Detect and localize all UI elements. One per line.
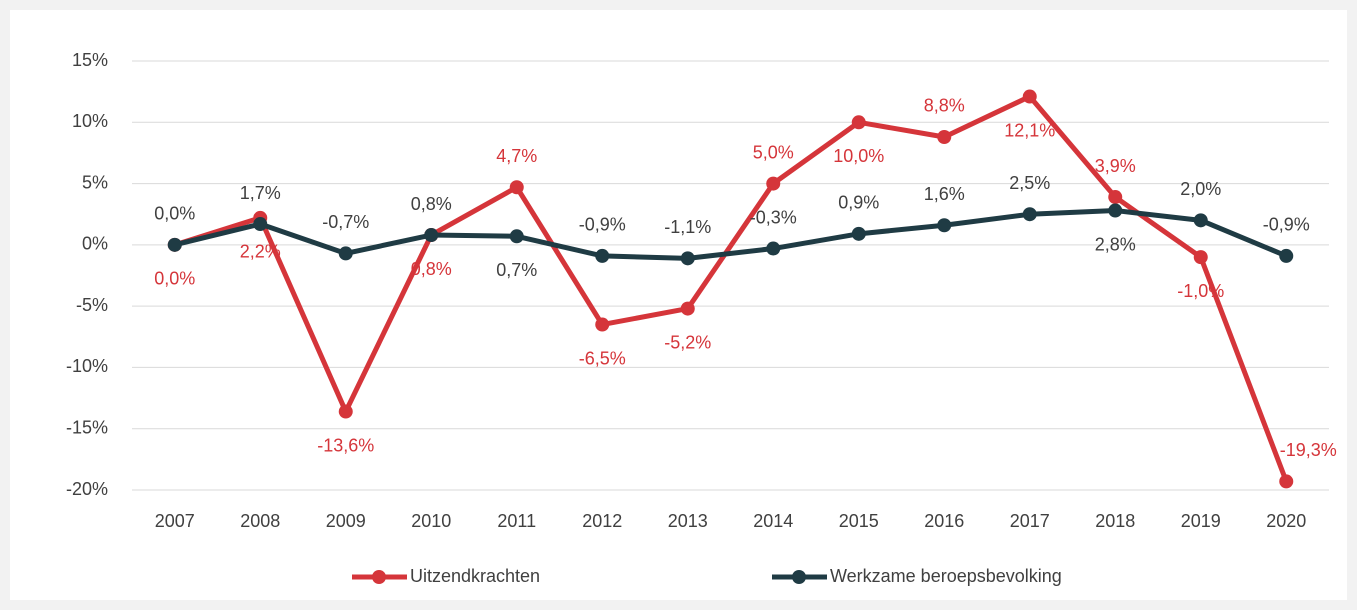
data-point [595, 317, 610, 332]
data-label: 2,8% [1095, 234, 1136, 254]
data-label: 5,0% [753, 142, 794, 162]
data-point [253, 217, 268, 232]
series-line [173, 94, 1289, 483]
data-label: -1,1% [664, 217, 711, 237]
data-label: 0,8% [411, 194, 452, 214]
data-label: 0,7% [496, 260, 537, 280]
data-point [1022, 207, 1037, 222]
data-label: 0,0% [154, 204, 195, 224]
legend-label: Werkzame beroepsbevolking [830, 566, 1062, 586]
data-point [509, 229, 524, 244]
data-point [509, 180, 524, 195]
legend-marker [372, 570, 386, 584]
chart-background [10, 10, 1347, 600]
data-point [1193, 213, 1208, 228]
data-point [167, 237, 182, 252]
data-point [937, 218, 952, 233]
data-label: -0,3% [750, 207, 797, 227]
data-label: 1,6% [924, 184, 965, 204]
data-label: 3,9% [1095, 156, 1136, 176]
data-point [1193, 250, 1208, 265]
data-label: -6,5% [579, 348, 626, 368]
data-point [851, 115, 866, 130]
data-label: 2,2% [240, 242, 281, 262]
data-label: -0,7% [322, 212, 369, 232]
data-label: -1,0% [1177, 281, 1224, 301]
data-point [338, 404, 353, 419]
data-label: -0,9% [1263, 215, 1310, 235]
data-point [1108, 190, 1123, 205]
y-tick-label: 5% [82, 172, 108, 192]
data-label: -13,6% [317, 435, 374, 455]
x-tick-label: 2016 [924, 511, 964, 531]
y-tick-label: -10% [66, 356, 108, 376]
data-point [1022, 89, 1037, 104]
y-tick-label: 15% [72, 50, 108, 70]
x-tick-label: 2012 [582, 511, 622, 531]
x-tick-label: 2008 [240, 511, 280, 531]
x-tick-label: 2010 [411, 511, 451, 531]
x-tick-label: 2017 [1010, 511, 1050, 531]
y-tick-label: 0% [82, 234, 108, 254]
data-point [1279, 248, 1294, 263]
x-tick-label: 2014 [753, 511, 793, 531]
y-tick-label: -15% [66, 417, 108, 437]
data-point [680, 301, 695, 316]
x-tick-label: 2018 [1095, 511, 1135, 531]
data-label: -5,2% [664, 332, 711, 352]
legend-label: Uitzendkrachten [410, 566, 540, 586]
x-tick-label: 2007 [155, 511, 195, 531]
data-label: 10,0% [833, 146, 884, 166]
data-point [851, 226, 866, 241]
data-point [424, 228, 439, 243]
data-label: -0,9% [579, 215, 626, 235]
x-tick-label: 2009 [326, 511, 366, 531]
data-point [1108, 203, 1123, 218]
y-tick-label: -5% [76, 295, 108, 315]
data-label: 0,0% [154, 269, 195, 289]
data-label: 2,5% [1009, 173, 1050, 193]
data-label: 0,8% [411, 259, 452, 279]
data-point [766, 176, 781, 191]
data-label: 1,7% [240, 183, 281, 203]
y-tick-label: -20% [66, 479, 108, 499]
data-label: 12,1% [1004, 120, 1055, 140]
data-point [1279, 474, 1294, 489]
data-label: 8,8% [924, 96, 965, 116]
y-tick-label: 10% [72, 111, 108, 131]
data-label: 2,0% [1180, 179, 1221, 199]
data-point [766, 241, 781, 256]
data-point [680, 251, 695, 266]
data-point [338, 246, 353, 261]
data-label: -19,3% [1280, 440, 1337, 460]
x-tick-label: 2013 [668, 511, 708, 531]
series-line [174, 208, 1288, 261]
legend-marker [792, 570, 806, 584]
data-label: 0,9% [838, 193, 879, 213]
x-tick-label: 2011 [497, 511, 536, 531]
data-label: 4,7% [496, 146, 537, 166]
data-point [595, 248, 610, 263]
x-tick-label: 2020 [1266, 511, 1306, 531]
x-tick-label: 2015 [839, 511, 879, 531]
x-tick-label: 2019 [1181, 511, 1221, 531]
data-point [937, 129, 952, 144]
